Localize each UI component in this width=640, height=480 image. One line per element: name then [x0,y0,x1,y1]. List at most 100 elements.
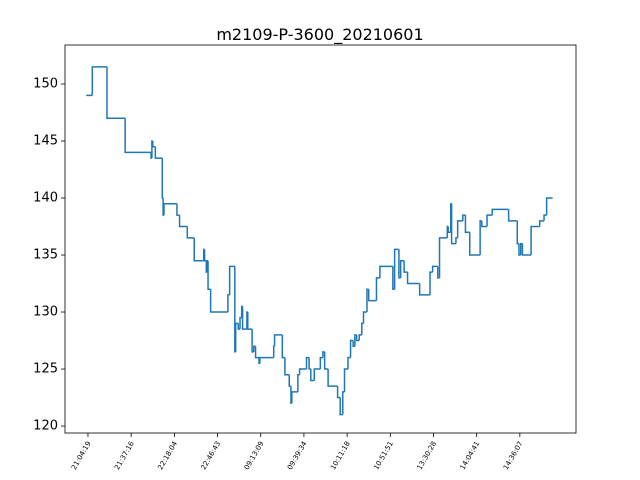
line-step [399,259,405,278]
y-tick-label: 125 [33,362,58,377]
x-tick-label: 14:04:41 [459,440,482,471]
x-tick-label: 22:46:43 [200,440,223,471]
line-step [438,237,448,278]
line-step [361,322,364,335]
line-step [339,397,343,416]
line-step [207,260,211,290]
line-step [319,356,323,370]
line-step [154,146,163,159]
line-step [543,214,547,221]
line-step [161,158,164,199]
line-step [343,368,348,392]
line-step [479,220,482,256]
chart-title: m2109-P-3600_20210601 [216,25,423,45]
y-tick-label: 140 [33,191,58,206]
line-step [455,237,458,244]
line-step [392,266,395,290]
line-step [259,356,274,364]
line-step [310,369,315,382]
line-step [203,249,207,262]
line-step [193,237,204,262]
y-tick-label: 150 [33,76,58,91]
line-step [186,226,195,239]
line-step [403,260,408,273]
line-step [234,322,239,352]
line-step [234,266,236,353]
line-step [327,369,338,387]
line-step [290,386,292,404]
line-step [398,249,401,279]
line-step [462,214,466,221]
line-step [456,220,463,238]
x-tick-label: 09:39:34 [286,440,309,472]
line-step [291,391,298,404]
line-step [481,220,488,228]
line-step [342,391,345,415]
y-tick-label: 120 [33,419,58,434]
line-step [431,265,438,273]
line-step [530,225,540,256]
x-tick-label: 22:18:04 [156,440,179,472]
line-step [281,334,285,359]
line-step [367,289,377,302]
y-tick-label: 130 [33,305,58,320]
y-tick-label: 145 [33,134,58,149]
line-step [347,356,351,370]
line-step [150,152,152,159]
line-step [151,140,153,159]
line-step [323,351,329,370]
line-step [239,316,242,330]
line-step [406,272,420,285]
line-step [272,345,275,358]
line-step [437,266,440,279]
line-step [209,289,228,313]
x-tick-label: 10:11:18 [329,440,352,471]
axes-frame [64,44,577,434]
line-step [247,312,253,330]
line-step [91,66,107,96]
line-step [516,220,519,245]
line-step [521,243,532,256]
line-step [450,203,456,245]
y-tick-label: 135 [33,248,58,263]
line-step [447,226,451,233]
x-tick-label: 09:13:09 [243,440,266,471]
x-tick-label: 10:51:51 [372,440,395,471]
line-step [297,373,300,392]
line-step [375,277,380,301]
line-step [355,334,360,342]
line-step [124,118,152,154]
line-step [418,283,431,296]
x-tick-label: 14:36:07 [502,440,525,471]
line-step [254,346,259,359]
line-step [305,356,310,370]
line-step [240,305,243,318]
line-step [545,197,553,216]
line-step [241,306,247,330]
line-step [298,368,307,375]
line-step [152,141,156,148]
x-tick-label: 13:30:28 [416,440,439,471]
x-tick-label: 21:37:16 [113,440,136,472]
line-step [206,259,209,273]
line-step [273,334,283,347]
line-step [469,232,481,256]
line-step [491,208,509,216]
line-step [176,203,180,216]
line-step [379,265,393,278]
line-step [228,265,235,295]
line-step [336,386,341,399]
line-step [205,260,208,273]
line-step [288,374,291,387]
x-tick-label: 21:04:19 [70,440,93,471]
line-step [358,334,362,341]
line-step [538,220,545,227]
line-step [446,225,449,238]
line-step [308,357,311,370]
line-step [251,329,254,353]
line-step [227,294,230,313]
line-step [393,248,399,290]
line-step [253,345,256,352]
